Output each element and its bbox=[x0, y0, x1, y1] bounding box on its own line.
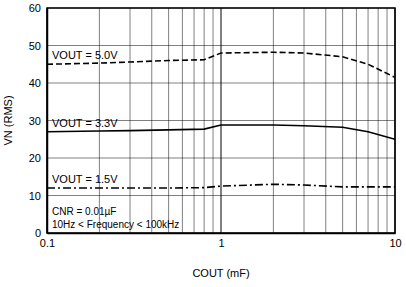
y-tick: 40 bbox=[29, 77, 47, 89]
y-tick-label: 30 bbox=[29, 115, 41, 127]
x-tick-label: 0.1 bbox=[40, 237, 55, 249]
x-axis: 0.1 1 10 bbox=[40, 233, 402, 249]
series-label: VOUT = 5.0V bbox=[52, 49, 118, 61]
plot-frame bbox=[47, 8, 395, 233]
labels: VOUT = 5.0V VOUT = 3.3V VOUT = 1.5V CNR = 0… bbox=[52, 49, 179, 230]
grid bbox=[47, 8, 395, 233]
y-tick: 30 bbox=[29, 115, 47, 127]
y-tick: 20 bbox=[29, 152, 47, 164]
grid-line-y bbox=[47, 83, 395, 84]
y-tick-label: 20 bbox=[29, 152, 41, 164]
y-tick-label: 0 bbox=[35, 227, 41, 239]
series-group bbox=[47, 52, 395, 188]
x-tick: 10 bbox=[389, 233, 401, 249]
grid-line-y bbox=[47, 195, 395, 196]
y-tick: 10 bbox=[29, 190, 47, 202]
y-tick-label: 10 bbox=[29, 190, 41, 202]
y-tick: 0 bbox=[35, 227, 47, 239]
x-tick: 0.1 bbox=[40, 233, 55, 249]
y-axis: 0 10 20 30 40 50 60 bbox=[29, 2, 48, 239]
y-tick-label: 60 bbox=[29, 2, 41, 14]
grid-line-y bbox=[47, 45, 395, 46]
x-tick-label: 1 bbox=[218, 237, 224, 249]
x-tick: 1 bbox=[218, 233, 224, 249]
series-label: VOUT = 3.3V bbox=[52, 117, 118, 129]
y-tick: 60 bbox=[29, 2, 47, 14]
grid-line-y bbox=[47, 158, 395, 159]
y-tick: 50 bbox=[29, 40, 47, 52]
chart: 0.1 1 10 0 10 20 30 40 50 60 VOUT = 5.0V VOUT = 3.3… bbox=[0, 0, 406, 287]
x-axis-title: COUT (mF) bbox=[192, 267, 249, 279]
y-axis-title: VN (RMS) bbox=[2, 95, 14, 145]
annotation: 10Hz < Frequency < 100kHz bbox=[52, 219, 179, 230]
x-tick-label: 10 bbox=[389, 237, 401, 249]
y-tick-label: 40 bbox=[29, 77, 41, 89]
y-tick-label: 50 bbox=[29, 40, 41, 52]
series-label: VOUT = 1.5V bbox=[52, 173, 118, 185]
plot: 0.1 1 10 0 10 20 30 40 50 60 VOUT = 5.0V VOUT = 3.3… bbox=[29, 2, 402, 249]
annotation: CNR = 0.01µF bbox=[52, 206, 116, 217]
